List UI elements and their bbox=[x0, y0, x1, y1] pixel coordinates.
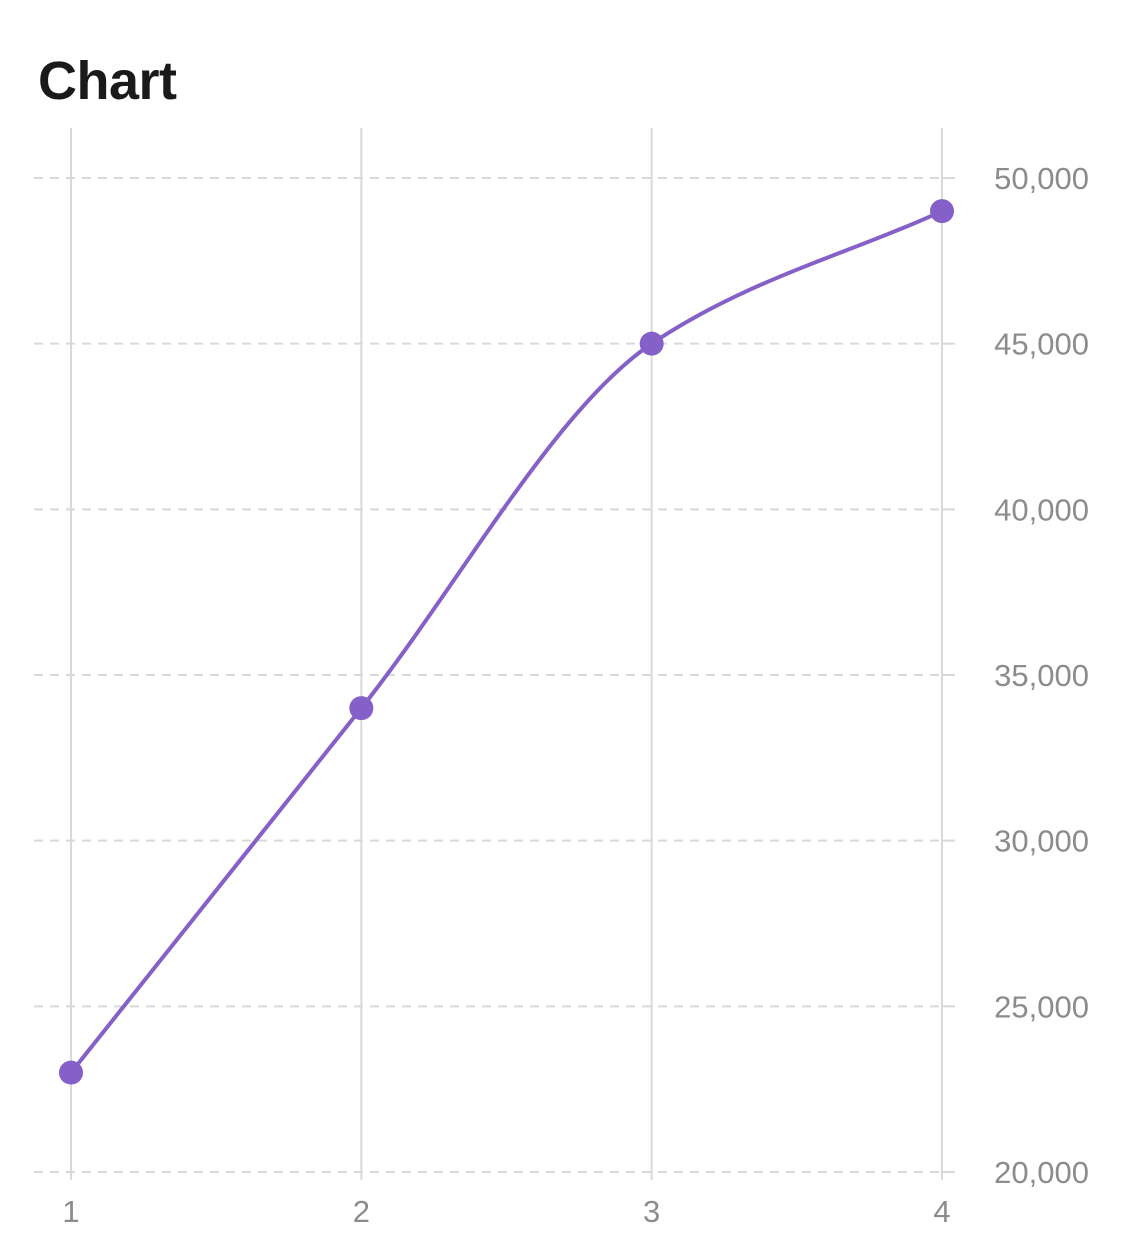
horizontal-grid bbox=[34, 177, 962, 1173]
y-tick-label: 50,000 bbox=[994, 161, 1089, 196]
x-axis-tick-labels: 1 2 3 4 bbox=[62, 1194, 950, 1229]
y-tick-label: 40,000 bbox=[994, 492, 1089, 527]
y-tick-label: 25,000 bbox=[994, 989, 1089, 1024]
data-point[interactable] bbox=[349, 696, 374, 721]
data-point[interactable] bbox=[930, 199, 954, 224]
y-axis-tick-labels: 20,000 25,000 30,000 35,000 40,000 45,000 50,0… bbox=[994, 161, 1089, 1190]
data-point[interactable] bbox=[59, 1060, 83, 1085]
data-point[interactable] bbox=[639, 331, 664, 356]
x-tick-label: 1 bbox=[62, 1194, 79, 1229]
x-tick-label: 2 bbox=[353, 1194, 370, 1229]
series-lines bbox=[69, 209, 944, 1075]
y-tick-label: 30,000 bbox=[994, 824, 1089, 859]
series-line bbox=[69, 209, 944, 1075]
y-tick-label: 20,000 bbox=[994, 1155, 1089, 1190]
y-tick-label: 35,000 bbox=[994, 658, 1089, 693]
series-points bbox=[59, 199, 954, 1085]
chart-title: Chart bbox=[38, 51, 177, 111]
vertical-grid bbox=[70, 128, 943, 1180]
y-tick-label: 45,000 bbox=[994, 327, 1089, 362]
x-tick-label: 3 bbox=[643, 1194, 660, 1229]
x-tick-label: 4 bbox=[933, 1194, 950, 1229]
